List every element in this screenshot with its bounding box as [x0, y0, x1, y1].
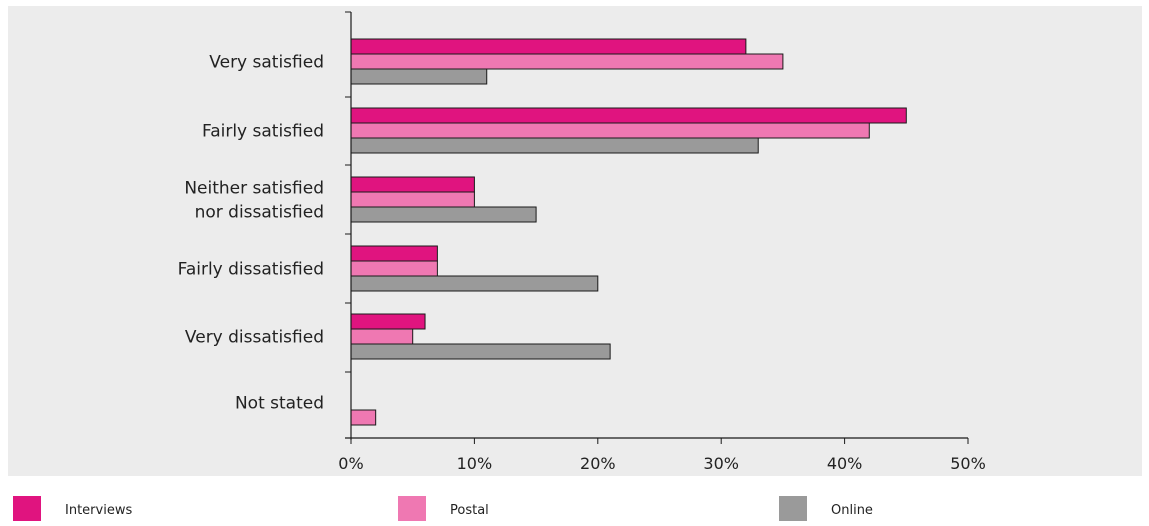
x-tick-label: 40%: [827, 454, 863, 473]
chart-background: [8, 6, 1142, 476]
legend-label-interviews: Interviews: [65, 503, 132, 518]
x-tick-label: 50%: [950, 454, 986, 473]
bar-neither-satisfied-nor-dissatisfied-online: [350, 206, 537, 223]
bar-fairly-dissatisfied-online: [350, 275, 599, 292]
axes-layer: [345, 11, 969, 444]
bar-fairly-satisfied-postal: [350, 122, 870, 139]
category-label-very-satisfied: Very satisfied: [209, 53, 324, 73]
category-labels: Very satisfied Fairly satisfied Neither sa…: [178, 53, 324, 414]
bar-very-satisfied-postal: [350, 53, 784, 70]
bar-fairly-satisfied-interviews: [350, 107, 907, 124]
bar-very-dissatisfied-postal: [350, 328, 414, 345]
bars-layer: [350, 38, 907, 426]
legend-swatch-online: [779, 496, 807, 521]
legend: Interviews Postal Online: [13, 496, 873, 521]
category-label-very-dissatisfied: Very dissatisfied: [185, 328, 324, 348]
bar-not-stated-postal: [350, 409, 377, 426]
legend-label-postal: Postal: [450, 503, 489, 518]
bar-very-dissatisfied-online: [350, 343, 611, 360]
bar-fairly-dissatisfied-postal: [350, 260, 438, 277]
bar-fairly-satisfied-online: [350, 137, 759, 154]
x-tick-label: 20%: [580, 454, 616, 473]
legend-swatch-postal: [398, 496, 426, 521]
bar-very-satisfied-online: [350, 68, 488, 85]
bar-very-dissatisfied-interviews: [350, 313, 426, 330]
legend-swatch-interviews: [13, 496, 41, 521]
category-label-fairly-satisfied: Fairly satisfied: [202, 122, 324, 142]
category-label-not-stated: Not stated: [235, 394, 324, 414]
bar-very-satisfied-interviews: [350, 38, 747, 55]
bar-neither-satisfied-nor-dissatisfied-interviews: [350, 176, 475, 193]
bar-neither-satisfied-nor-dissatisfied-postal: [350, 191, 475, 208]
x-tick-label: 30%: [703, 454, 739, 473]
legend-label-online: Online: [831, 503, 873, 518]
category-label-fairly-dissatisfied: Fairly dissatisfied: [178, 260, 324, 280]
x-tick-labels: 0% 10% 20% 30% 40% 50%: [338, 454, 985, 473]
category-label-neither-satisfied-nor-dissatisfied: Neither satisfied nor dissatisfied: [184, 179, 324, 223]
x-tick-label: 10%: [457, 454, 493, 473]
x-tick-label: 0%: [338, 454, 363, 473]
bar-fairly-dissatisfied-interviews: [350, 245, 438, 262]
